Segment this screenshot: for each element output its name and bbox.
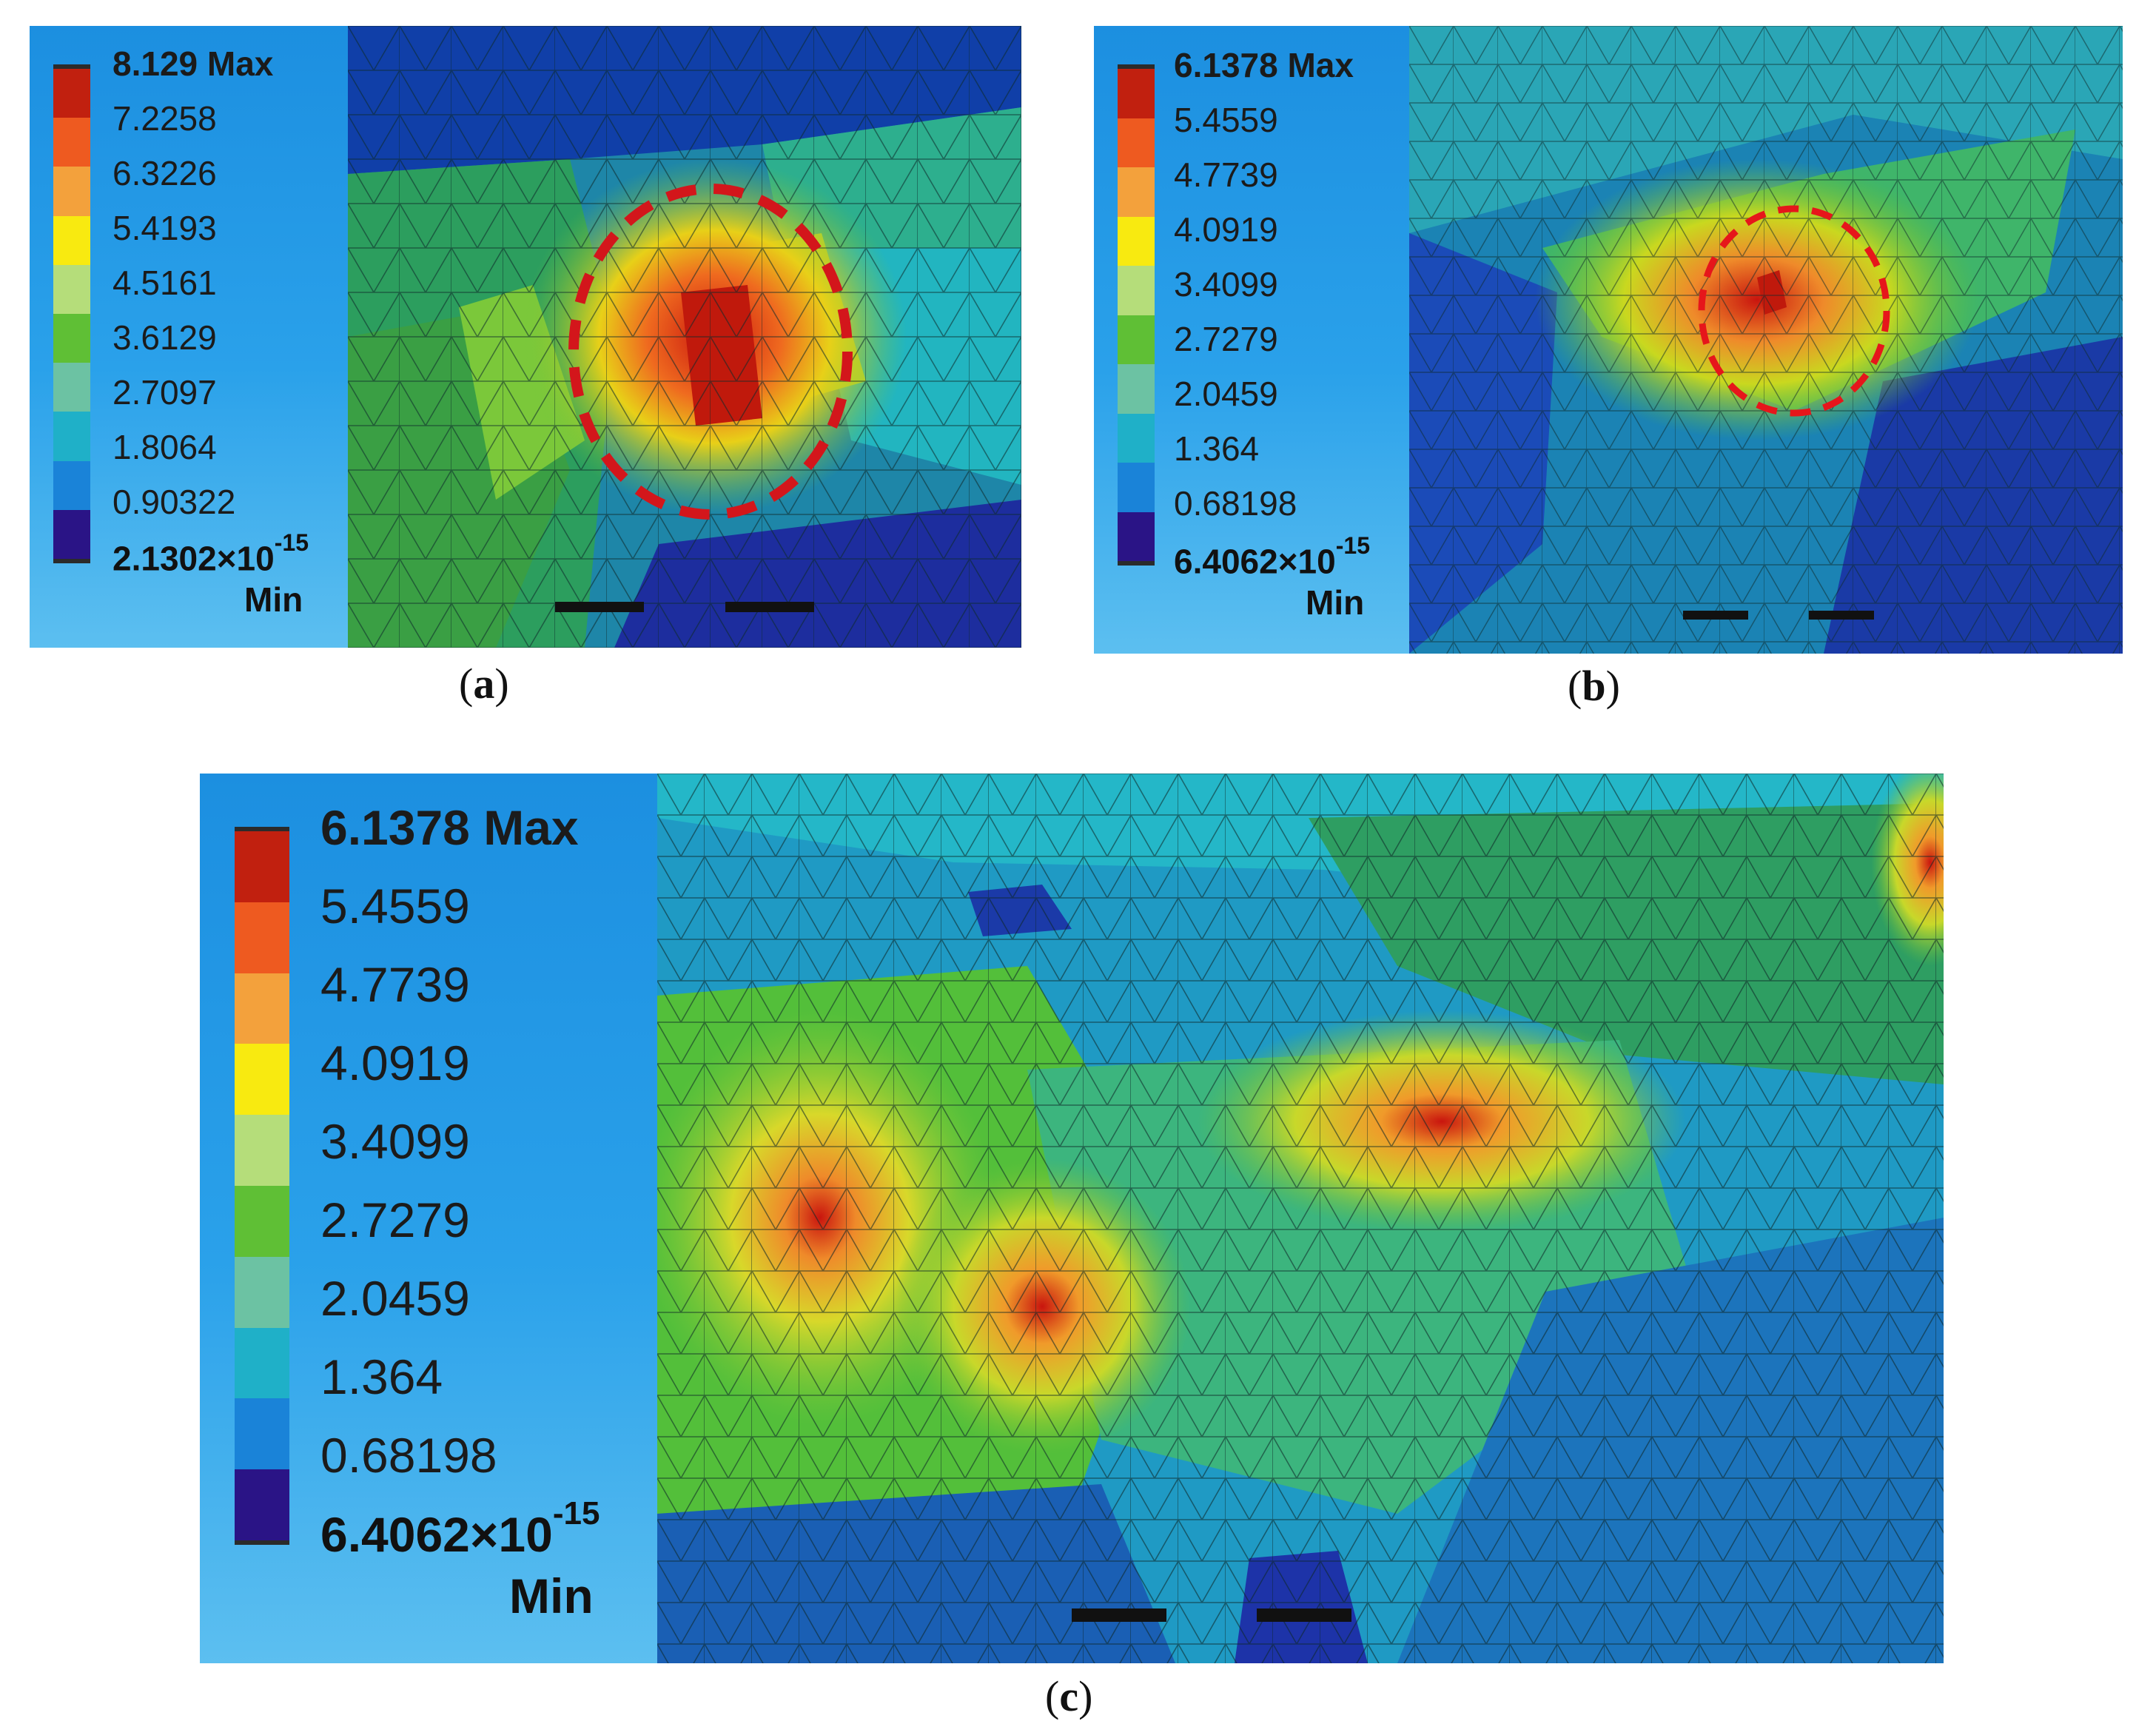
colorbar-segment — [235, 973, 289, 1044]
colorbar-segment — [53, 69, 90, 118]
colorbar-segment — [53, 167, 90, 216]
caption-b-letter: b — [1582, 662, 1606, 710]
colorbar-segment — [53, 313, 90, 363]
colorbar-segment — [1118, 413, 1155, 463]
legend-min-word: Min — [509, 1569, 594, 1623]
colorbar-segment — [235, 1185, 289, 1257]
legend-min-base: 6.4062×10 — [320, 1507, 553, 1562]
colorbar-segment — [1118, 118, 1155, 167]
legend-tick-label: 4.5161 — [112, 264, 217, 302]
legend-tick-label: 2.7097 — [112, 373, 217, 412]
colorbar-segment — [53, 118, 90, 167]
colorbar-segment — [235, 1044, 289, 1116]
panel-c: 6.1378 Max 5.4559 4.7739 4.0919 3.4099 2… — [200, 774, 1944, 1663]
caption-b: (b) — [1568, 662, 1620, 710]
legend-min-label: 6.4062×10-15 — [320, 1495, 600, 1563]
colorbar-segment — [1118, 69, 1155, 118]
legend-tick-label: 7.2258 — [112, 99, 217, 138]
legend-max-label: 6.1378 Max — [1174, 46, 1354, 84]
panel-a: 8.129 Max 7.2258 6.3226 5.4193 4.5161 3.… — [30, 26, 1021, 648]
caption-c: (c) — [1045, 1672, 1093, 1720]
legend-tick-label: 3.6129 — [112, 318, 217, 357]
legend-tick-label: 4.0919 — [320, 1036, 470, 1090]
legend-tick-label: 1.8064 — [112, 428, 217, 466]
colorbar-segment — [235, 1469, 289, 1540]
colorbar-segment — [1118, 364, 1155, 414]
mesh-contour-a — [348, 26, 1021, 648]
legend-tick-label: 2.0459 — [1174, 375, 1278, 413]
colorbar-segment — [235, 1256, 289, 1328]
colorbar-segment — [235, 1115, 289, 1186]
legend-tick-label: 2.7279 — [1174, 320, 1278, 358]
legend-tick-label: 0.68198 — [1174, 484, 1297, 523]
legend-tick-label: 4.7739 — [320, 957, 470, 1012]
highlight-circle-b — [1698, 205, 1890, 417]
legend-tick-label: 6.3226 — [112, 154, 217, 192]
caption-a: (a) — [459, 660, 509, 708]
legend-tick-label: 2.7279 — [320, 1192, 470, 1247]
mesh-contour-c — [657, 774, 1944, 1663]
colorbar-segment — [53, 509, 90, 559]
colorbar-c — [235, 827, 289, 1545]
caption-c-letter: c — [1059, 1672, 1079, 1720]
legend-tick-label: 4.7739 — [1174, 155, 1278, 194]
colorbar-segment — [235, 1398, 289, 1470]
colorbar-segment — [1118, 167, 1155, 217]
legend-min-base: 2.1302×10 — [112, 539, 275, 578]
legend-max-label: 8.129 Max — [112, 44, 274, 83]
colorbar-segment — [1118, 511, 1155, 561]
legend-max-label: 6.1378 Max — [320, 800, 579, 855]
legend-min-exponent: -15 — [1335, 532, 1370, 559]
legend-min-exponent: -15 — [274, 529, 309, 556]
legend-min-word: Min — [1306, 583, 1365, 622]
legend-min-exponent: -15 — [552, 1495, 600, 1532]
colorbar-segment — [235, 831, 289, 902]
legend-tick-label: 2.0459 — [320, 1271, 470, 1326]
colorbar-a — [53, 64, 90, 563]
panel-b: 6.1378 Max 5.4559 4.7739 4.0919 3.4099 2… — [1094, 26, 2123, 654]
colorbar-segment — [1118, 463, 1155, 512]
colorbar-segment — [53, 412, 90, 461]
legend-tick-label: 1.364 — [320, 1349, 443, 1404]
legend-min-word: Min — [244, 580, 303, 619]
legend-c: 6.1378 Max 5.4559 4.7739 4.0919 3.4099 2… — [200, 774, 657, 1663]
caption-a-letter: a — [473, 660, 495, 708]
legend-tick-label: 0.68198 — [320, 1428, 497, 1483]
legend-min-label: 6.4062×10-15 — [1174, 532, 1370, 581]
colorbar-segment — [1118, 216, 1155, 266]
colorbar-segment — [1118, 266, 1155, 315]
colorbar-segment — [53, 460, 90, 510]
legend-b: 6.1378 Max 5.4559 4.7739 4.0919 3.4099 2… — [1094, 26, 1409, 654]
colorbar-segment — [235, 902, 289, 973]
legend-min-base: 6.4062×10 — [1174, 542, 1336, 581]
legend-tick-label: 5.4193 — [112, 209, 217, 247]
legend-tick-label: 4.0919 — [1174, 210, 1278, 249]
legend-tick-label: 0.90322 — [112, 483, 236, 521]
legend-tick-label: 3.4099 — [1174, 265, 1278, 303]
legend-tick-label: 1.364 — [1174, 429, 1260, 468]
legend-min-label: 2.1302×10-15 — [112, 529, 309, 578]
mesh-contour-b — [1409, 26, 2123, 654]
colorbar-b — [1118, 64, 1155, 566]
legend-tick-label: 5.4559 — [1174, 101, 1278, 139]
colorbar-segment — [53, 363, 90, 412]
colorbar-segment — [235, 1327, 289, 1399]
legend-a: 8.129 Max 7.2258 6.3226 5.4193 4.5161 3.… — [30, 26, 348, 648]
legend-tick-label: 3.4099 — [320, 1114, 470, 1169]
highlight-circle-a — [568, 184, 853, 520]
colorbar-segment — [53, 264, 90, 314]
colorbar-segment — [1118, 315, 1155, 364]
legend-tick-label: 5.4559 — [320, 879, 470, 933]
colorbar-segment — [53, 215, 90, 265]
